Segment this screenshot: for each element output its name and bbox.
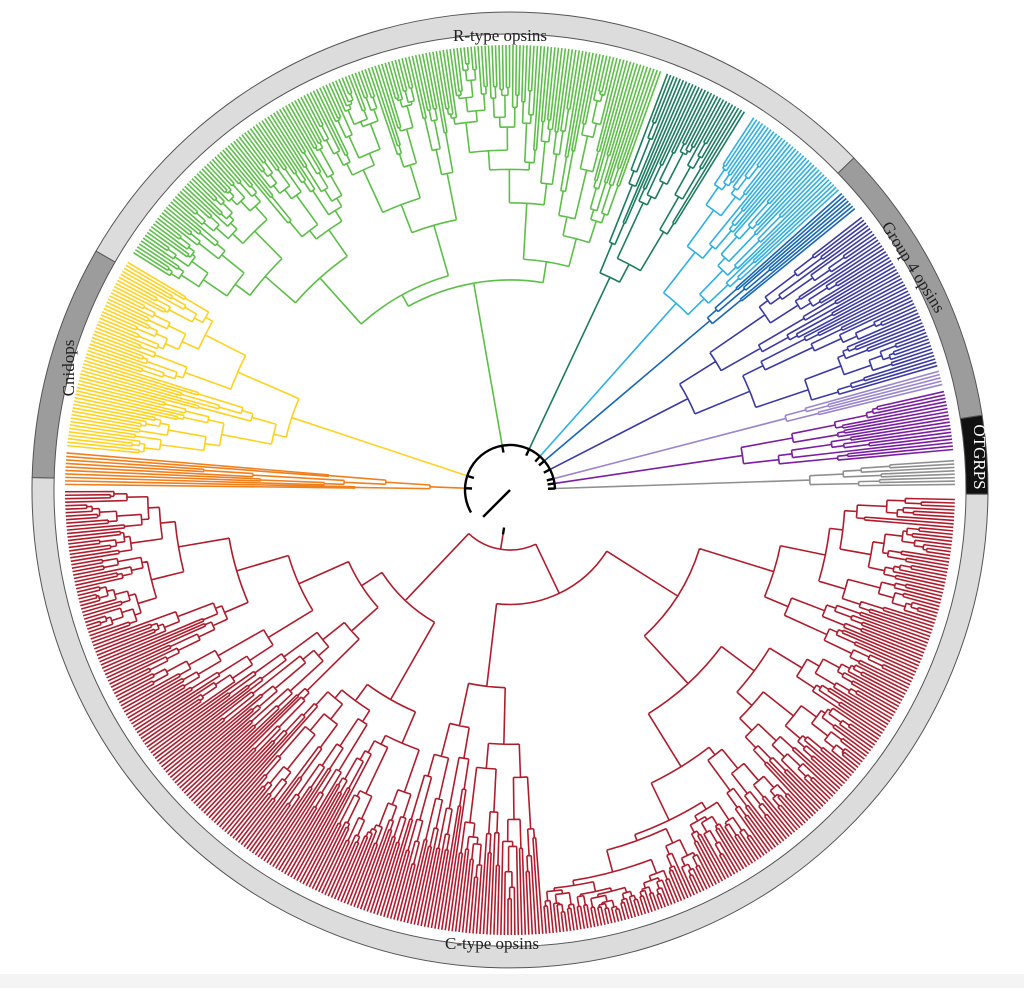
clade-ring <box>31 11 989 969</box>
clade-branches <box>67 261 468 477</box>
clade-branches <box>554 459 955 490</box>
ring-segment <box>959 414 989 495</box>
clade-branches <box>553 370 943 480</box>
clade-branches <box>539 117 840 457</box>
clade-branches <box>549 216 938 471</box>
clade-label: Cnidops <box>59 340 78 397</box>
clade-label: R-type opsins <box>453 26 547 45</box>
clade-label: OTGRPS <box>970 424 989 489</box>
clade-branches <box>65 452 466 490</box>
clade-label: C-type opsins <box>445 934 539 953</box>
clade-branches <box>543 192 856 462</box>
bottom-strip <box>0 974 1024 988</box>
clade-branches <box>64 490 955 936</box>
clade-branches <box>528 73 746 450</box>
clade-branches <box>554 390 954 485</box>
clade-branches <box>133 44 662 446</box>
root-branches <box>463 443 557 535</box>
tree-branches <box>64 44 955 936</box>
